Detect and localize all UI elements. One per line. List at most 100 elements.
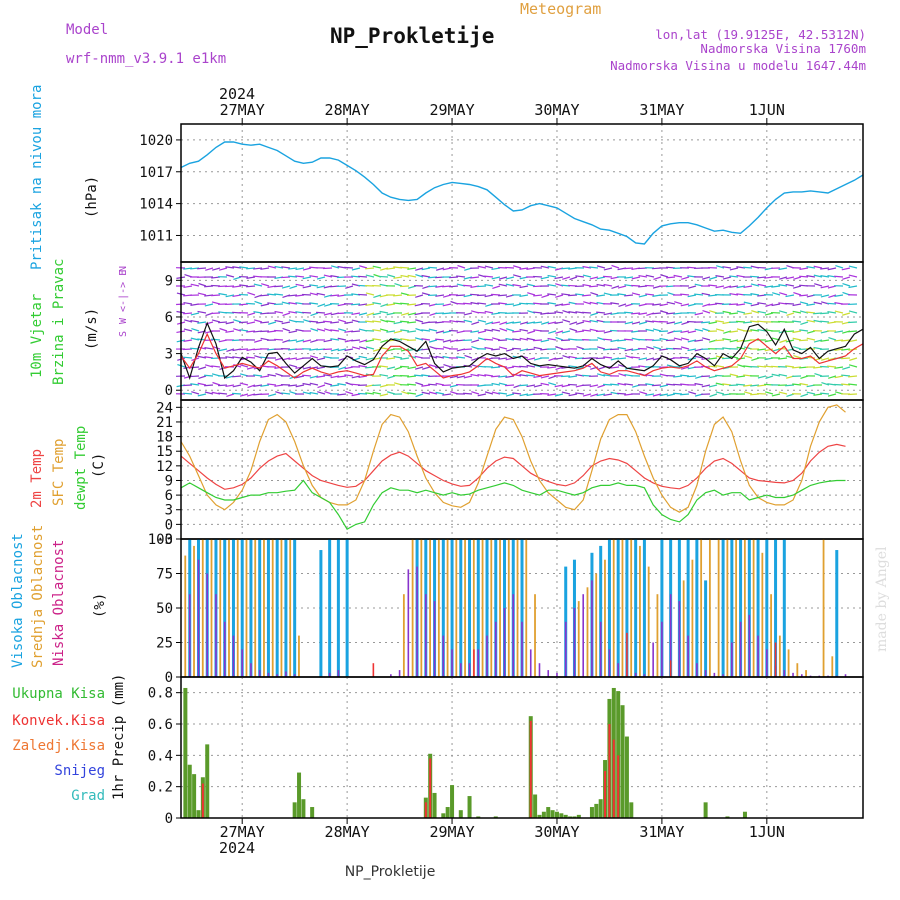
- wind-barb: [365, 274, 375, 278]
- mid-cloud-bar: [263, 539, 265, 677]
- wind-barb: [519, 321, 529, 325]
- wind-barb: [281, 266, 291, 269]
- wind-barb: [470, 276, 480, 279]
- wind-barb: [435, 330, 445, 334]
- wind-barb: [498, 382, 508, 386]
- wind-barb: [750, 384, 760, 387]
- wind-barb: [274, 285, 284, 288]
- high-cloud-bar: [642, 539, 646, 677]
- wind-barb: [590, 292, 599, 296]
- mid-cloud-bar: [271, 539, 274, 677]
- low-cloud-bar: [197, 559, 200, 677]
- wind-barb: [638, 321, 648, 325]
- wind-barb: [253, 319, 263, 323]
- xtick-label-top-4: 31MAY: [639, 101, 684, 119]
- mid-cloud-bar: [682, 580, 685, 677]
- wind-barb: [372, 302, 382, 305]
- high-cloud-bar: [293, 539, 297, 677]
- total-precip-bar: [554, 811, 559, 818]
- high-cloud-bar: [607, 539, 611, 677]
- wind-barb: [568, 311, 578, 314]
- wind-barb: [246, 356, 256, 359]
- wind-barb: [302, 391, 312, 395]
- wind-barb: [400, 312, 410, 316]
- wind-barb: [323, 339, 333, 343]
- wind-barb: [680, 303, 690, 307]
- wind-barb: [477, 373, 487, 377]
- conv-cloud-bar: [669, 660, 672, 677]
- wind-barb: [526, 321, 536, 325]
- wind-barb: [351, 312, 361, 316]
- conv-precip-bar: [424, 802, 427, 818]
- wind-barb: [842, 276, 851, 280]
- wind-barb: [555, 294, 564, 298]
- wind-barb: [757, 328, 767, 332]
- wind-barb: [219, 327, 228, 332]
- wind-barb: [274, 310, 284, 314]
- wind-barb: [302, 285, 312, 289]
- wind-barb: [316, 366, 326, 370]
- wind-barb: [239, 321, 249, 324]
- wind-barb: [260, 375, 270, 378]
- wind-barb: [505, 366, 515, 370]
- wind-barb: [295, 320, 305, 323]
- wind-ylabel-sub: Brzina i Pravac: [51, 259, 67, 385]
- wind-barb: [316, 328, 326, 332]
- wind-barb: [365, 339, 375, 343]
- low-cloud-bar: [599, 621, 602, 677]
- wind-barb: [435, 355, 445, 359]
- wind-barb: [512, 330, 522, 333]
- wind-barb: [491, 366, 501, 369]
- low-cloud-bar: [573, 608, 576, 677]
- wind-barb: [499, 327, 508, 332]
- wind-barb: [610, 383, 620, 386]
- wind-barb: [533, 375, 543, 379]
- low-cloud-bar: [459, 663, 462, 677]
- mid-cloud-bar: [193, 545, 195, 677]
- wind-barb: [519, 365, 529, 368]
- wind-barb: [512, 338, 522, 341]
- low-cloud-bar: [556, 672, 558, 677]
- wind-barb: [841, 374, 851, 377]
- wind-barb: [701, 375, 711, 378]
- wind-barb: [407, 366, 417, 370]
- mid-cloud-bar: [298, 635, 300, 677]
- ytick-label-1-2: 6: [165, 310, 173, 326]
- wind-barb: [414, 303, 424, 307]
- low-cloud-bar: [503, 608, 506, 677]
- wind-barb: [295, 294, 305, 297]
- wind-barb: [225, 266, 235, 269]
- low-cloud-ylabel: Niska Oblacnost: [51, 540, 67, 666]
- wind-barb: [708, 357, 718, 360]
- wind-barb: [197, 393, 207, 397]
- wind-barb: [792, 337, 802, 341]
- wind-barb: [827, 285, 837, 289]
- low-cloud-bar: [652, 642, 654, 677]
- wind-barb: [338, 319, 347, 323]
- mid-cloud-bar: [219, 539, 222, 677]
- wind-barb: [359, 339, 368, 343]
- total-precip-bar: [620, 705, 625, 818]
- wind-barb: [617, 339, 627, 342]
- mid-cloud-bar: [708, 539, 711, 677]
- ytick-label-3-2: 50: [156, 601, 173, 617]
- wind-barb: [463, 276, 473, 280]
- compass-s: S: [118, 331, 129, 337]
- low-cloud-bar: [722, 674, 724, 677]
- wind-barb: [687, 339, 697, 343]
- wind-barb: [694, 355, 704, 359]
- wind-barb: [548, 357, 557, 362]
- wind-barb: [317, 303, 326, 308]
- wind-barb: [708, 365, 718, 368]
- wind-barb: [820, 285, 830, 289]
- wind-barb: [498, 346, 508, 350]
- low-cloud-bar: [591, 580, 593, 677]
- wind-barb: [211, 284, 221, 287]
- wind-barb: [820, 392, 830, 395]
- wind-barb: [820, 275, 830, 278]
- wind-barb: [225, 274, 235, 278]
- wind-barb: [414, 337, 424, 341]
- wind-barb: [372, 320, 382, 323]
- wind-barb: [225, 321, 235, 325]
- wind-barb: [485, 321, 494, 325]
